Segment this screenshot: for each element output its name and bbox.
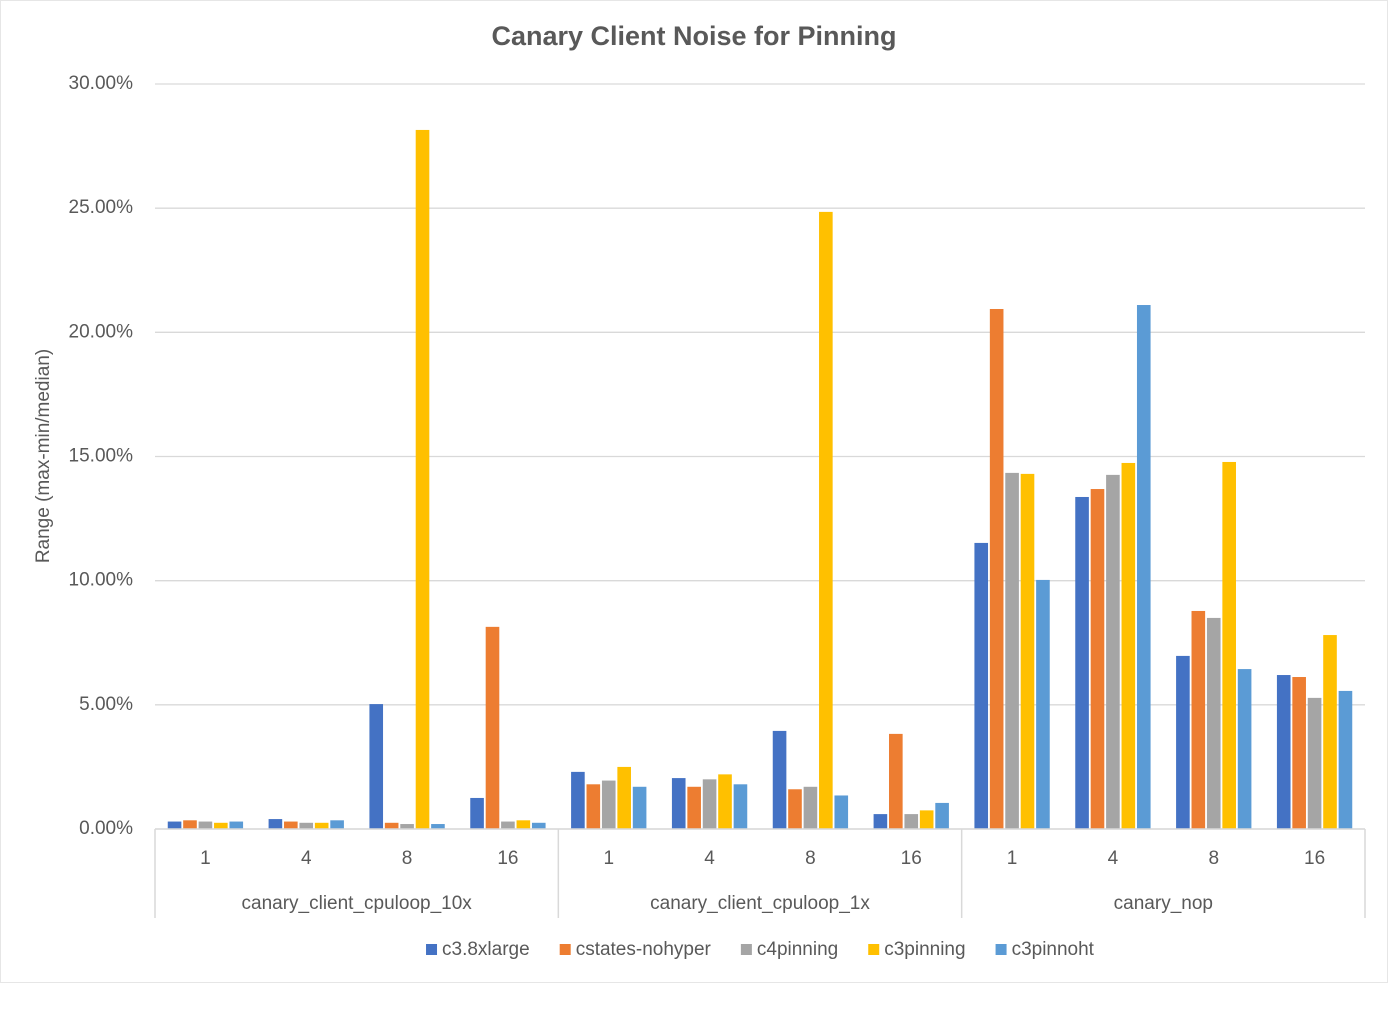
x-group-label: canary_client_cpuloop_1x [650, 893, 870, 914]
bar [702, 779, 717, 829]
bar [1276, 675, 1291, 829]
x-group-label: canary_client_cpuloop_10x [242, 893, 473, 914]
x-tick-label: 8 [805, 848, 816, 869]
x-tick-label: 16 [497, 848, 518, 869]
legend-swatch [868, 944, 880, 955]
bar [299, 822, 314, 829]
bar [617, 766, 631, 829]
bar [1090, 489, 1105, 829]
y-tick-label: 25.00% [69, 197, 134, 218]
bar [1106, 474, 1120, 829]
x-tick-label: 1 [1007, 848, 1018, 869]
bar [330, 820, 344, 829]
bar [1075, 496, 1089, 829]
bar [1237, 669, 1252, 829]
bar [516, 820, 531, 829]
x-tick-label: 8 [1208, 848, 1219, 869]
x-tick-label: 1 [200, 848, 211, 869]
x-tick-label: 4 [301, 848, 312, 869]
bar [1323, 635, 1337, 829]
x-tick-label: 16 [901, 848, 922, 869]
bar [904, 814, 919, 829]
bar [586, 784, 601, 829]
bar [369, 704, 384, 829]
bar [1338, 690, 1353, 829]
bar [214, 822, 228, 829]
bar [431, 824, 445, 829]
bar [1121, 462, 1136, 829]
x-tick-label: 1 [603, 848, 614, 869]
bar [1292, 677, 1306, 829]
y-tick-label: 10.00% [69, 570, 134, 591]
legend-label: c3.8xlarge [442, 939, 530, 960]
bar [772, 730, 787, 829]
legend-label: c4pinning [757, 939, 838, 960]
chart-frame [0, 0, 1388, 983]
bar [531, 822, 546, 829]
bar [384, 822, 399, 829]
bar [919, 810, 934, 829]
bar [198, 821, 213, 829]
bar [834, 795, 849, 829]
bar [470, 797, 484, 829]
bar [400, 824, 414, 829]
x-tick-label: 16 [1304, 848, 1325, 869]
bar [989, 308, 1004, 829]
bar [803, 786, 818, 829]
bar [1307, 697, 1322, 829]
bar [183, 820, 197, 829]
bar [415, 129, 430, 830]
bar [889, 733, 903, 829]
legend-swatch [426, 944, 438, 955]
bar [601, 780, 616, 829]
legend-swatch [559, 944, 571, 955]
legend-swatch [740, 944, 752, 955]
legend-swatch [995, 944, 1007, 955]
bar [687, 786, 701, 829]
bar [1005, 472, 1019, 829]
bar [1020, 473, 1035, 829]
bar [229, 821, 244, 829]
x-tick-label: 4 [704, 848, 715, 869]
bar [873, 814, 888, 829]
bar [1191, 610, 1206, 829]
chart-title: Canary Client Noise for Pinning [491, 21, 896, 51]
y-tick-label: 20.00% [69, 321, 134, 342]
y-tick-label: 15.00% [69, 446, 134, 467]
y-tick-label: 5.00% [79, 694, 133, 715]
bar [935, 802, 949, 829]
bar [314, 822, 329, 829]
bar [1222, 461, 1236, 829]
bar [1176, 655, 1190, 829]
bar [718, 774, 732, 829]
y-tick-label: 0.00% [79, 818, 133, 839]
bar [632, 786, 647, 829]
bar [1206, 617, 1221, 829]
bar [1136, 305, 1151, 829]
bar [788, 789, 802, 829]
legend-label: cstates-nohyper [576, 939, 712, 960]
bar [501, 821, 515, 829]
bar [268, 819, 283, 829]
bar [1036, 579, 1050, 829]
y-tick-label: 30.00% [69, 73, 134, 94]
x-tick-label: 8 [402, 848, 413, 869]
bar [284, 821, 298, 829]
bar [733, 784, 748, 829]
y-axis-label: Range (max-min/median) [33, 349, 54, 563]
bar [167, 821, 182, 829]
legend-label: c3pinning [884, 939, 965, 960]
bar [819, 211, 833, 829]
x-group-label: canary_nop [1114, 893, 1213, 914]
bar [485, 626, 500, 829]
bar [671, 778, 686, 829]
bar [974, 542, 989, 829]
bar [571, 771, 585, 829]
x-tick-label: 4 [1108, 848, 1119, 869]
legend-label: c3pinnoht [1012, 939, 1095, 960]
